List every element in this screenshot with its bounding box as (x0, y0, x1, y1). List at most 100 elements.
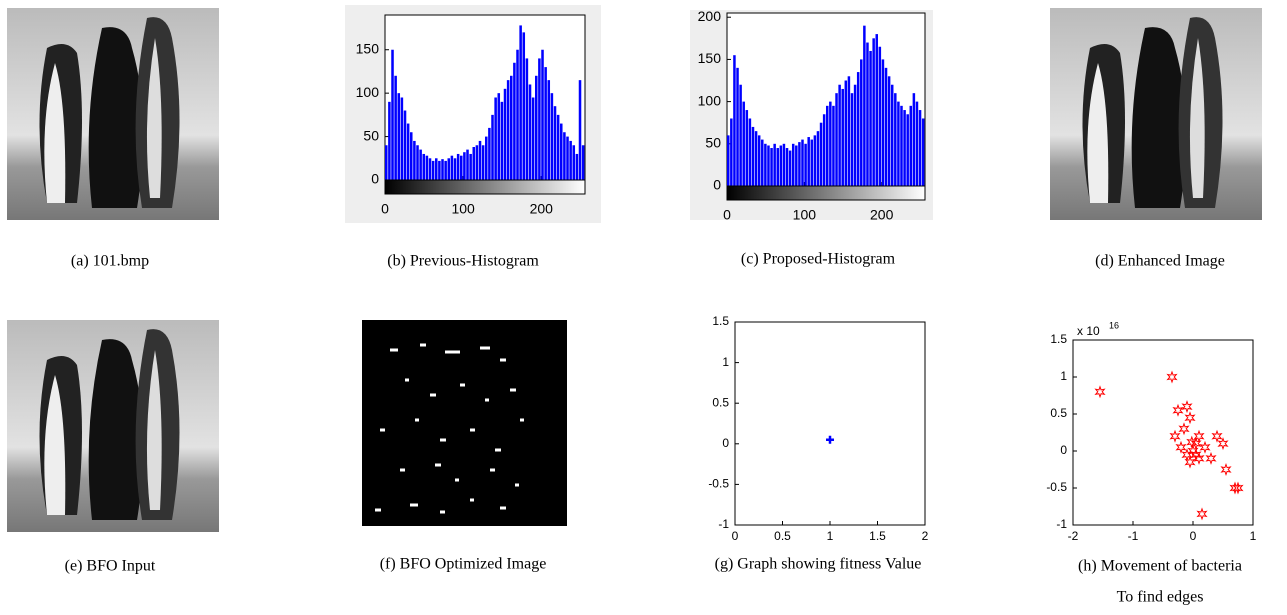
histogram-bar (485, 136, 488, 180)
y-tick-label: 150 (698, 50, 722, 66)
histogram-bar (425, 155, 429, 180)
histogram-bar (788, 150, 792, 186)
caption: (d) Enhanced Image (1095, 253, 1225, 270)
caption: (c) Proposed-Histogram (741, 251, 896, 268)
histogram-bar (450, 155, 454, 180)
histogram-bar (528, 84, 532, 180)
histogram-bar (569, 140, 572, 180)
point (1193, 429, 1205, 443)
histogram-bar (733, 55, 736, 186)
histogram-bar (804, 143, 807, 186)
point (1190, 448, 1202, 462)
histogram-bar (519, 25, 522, 181)
histogram-bar (832, 105, 835, 186)
histogram-bar (847, 76, 851, 186)
point (1211, 429, 1223, 443)
histogram-bar (475, 145, 479, 180)
histogram-bar (503, 88, 507, 180)
y-tick-label: 0 (1060, 443, 1067, 457)
histogram-bar (751, 126, 755, 186)
plot-area (1072, 339, 1254, 526)
histogram-bar (456, 153, 460, 180)
exponent-label: x 10 (1077, 324, 1100, 338)
histogram-bar (441, 159, 444, 180)
point (1094, 385, 1106, 399)
point (1175, 440, 1187, 454)
histogram-bar (761, 139, 764, 186)
histogram-bar (887, 76, 891, 186)
histogram-bar (906, 114, 909, 186)
histogram-bar (745, 110, 749, 186)
y-tick-label: 50 (363, 127, 379, 143)
histogram-bar (863, 25, 866, 186)
histogram-bar (535, 75, 538, 180)
histogram-bar (406, 123, 410, 180)
histogram-bar (795, 145, 798, 186)
point (1196, 507, 1208, 521)
point (1184, 411, 1196, 425)
histogram-bar (553, 106, 557, 180)
x-tick-label: 0 (1190, 529, 1197, 543)
histogram-bar (572, 145, 576, 180)
histogram-bar (881, 59, 885, 186)
x-tick-label: 2 (922, 529, 929, 543)
x-tick-label: 0 (723, 207, 731, 223)
histogram-bar (513, 62, 516, 181)
point (1193, 451, 1205, 465)
histogram-bar (829, 101, 832, 186)
histogram-bar (869, 50, 872, 186)
caption: (b) Previous-Histogram (387, 253, 539, 270)
histogram-bar (810, 139, 814, 186)
histogram-bar (510, 75, 513, 180)
histogram-bar (394, 75, 397, 180)
histogram-bar (494, 97, 497, 180)
histogram-bar (497, 93, 501, 180)
histogram-bar (875, 34, 878, 186)
y-tick-label: 0.5 (712, 395, 729, 409)
gray-scale-bar (726, 185, 926, 201)
histogram-bar (727, 135, 730, 186)
x-tick-label: 100 (793, 207, 817, 223)
point (1178, 422, 1190, 436)
histogram-bar (419, 149, 422, 180)
histogram-bar (581, 145, 585, 180)
histogram-bar (757, 135, 761, 186)
y-tick-label: -0.5 (1046, 480, 1067, 494)
histogram-bar (481, 145, 485, 180)
histogram-bar (773, 143, 776, 186)
input-image (7, 8, 219, 220)
point (1232, 481, 1244, 495)
histogram-bar (897, 101, 900, 186)
optimized-image (362, 320, 567, 526)
histogram-bar (422, 153, 426, 180)
histogram-bar (410, 132, 413, 180)
histogram-bar (866, 42, 869, 186)
histogram-bar (566, 136, 569, 180)
exponent: 16 (1109, 320, 1119, 330)
caption: (e) BFO Input (65, 558, 156, 575)
histogram-bar (397, 93, 401, 180)
y-tick-label: 0 (371, 171, 379, 187)
histogram-bar (578, 80, 582, 180)
point (1184, 455, 1196, 469)
histogram-bar (413, 140, 416, 180)
histogram-bar (860, 59, 863, 186)
histogram-bar (556, 114, 560, 180)
histogram-bar (890, 84, 894, 186)
histogram-bar (798, 142, 801, 186)
histogram-bar (801, 139, 804, 186)
histogram-bar (739, 84, 742, 186)
histogram-bar (560, 123, 563, 180)
plot-area (734, 321, 926, 526)
histogram-bar (918, 110, 922, 186)
histogram-bar (782, 143, 786, 186)
histogram-bar (841, 88, 844, 186)
histogram-bar (779, 145, 783, 186)
histogram-bar (776, 148, 779, 186)
histogram-bar (770, 148, 773, 186)
histogram-bar (388, 101, 391, 180)
histogram-bar (538, 58, 541, 180)
x-tick-label: 1 (1250, 529, 1257, 543)
histogram-bar (872, 38, 875, 186)
